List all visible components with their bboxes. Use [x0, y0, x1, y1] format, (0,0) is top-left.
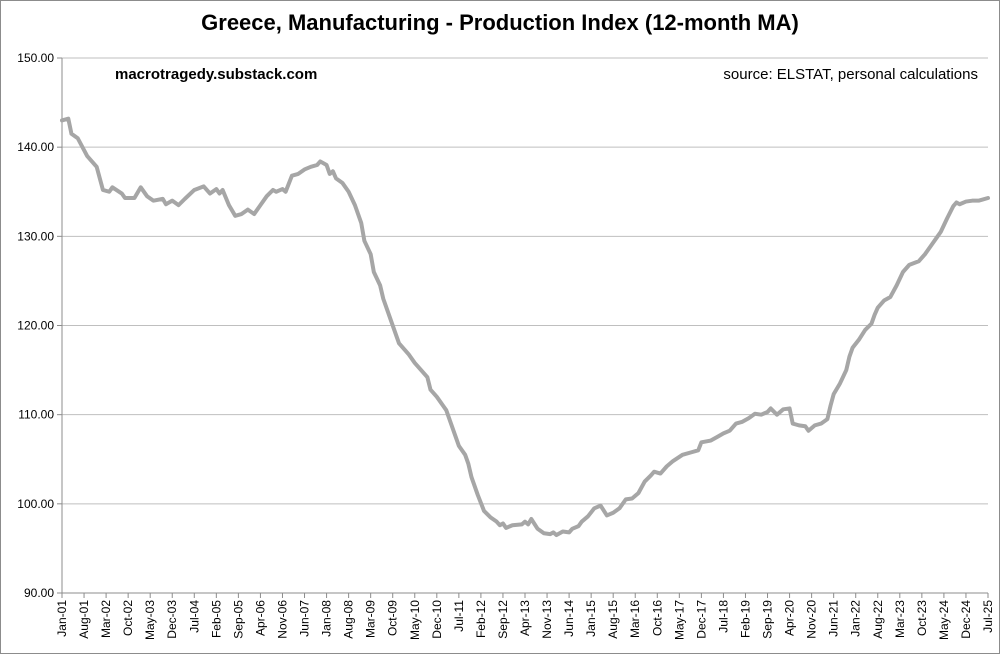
x-tick-label: Mar-16 [628, 600, 642, 638]
x-tick-label: Dec-17 [694, 600, 708, 639]
x-tick-label: Mar-09 [364, 600, 378, 638]
x-axis: Jan-01 Aug-01 Mar-02 Oct-02 May-03 Dec-03 Jul-… [55, 592, 995, 640]
chart-title: Greece, Manufacturing - Production Index… [201, 10, 799, 35]
x-tick-label: Mar-23 [893, 600, 907, 638]
x-tick-label: Nov-06 [275, 600, 289, 639]
x-tick-label: Jan-15 [584, 600, 598, 637]
y-tick-label: 120.00 [17, 319, 54, 333]
x-tick-label: Aug-22 [871, 600, 885, 639]
x-tick-label: Sep-19 [761, 600, 775, 639]
x-tick-label: Jun-21 [827, 600, 841, 637]
y-tick-label: 150.00 [17, 51, 54, 65]
y-tick-label: 140.00 [17, 140, 54, 154]
watermark-label: macrotragedy.substack.com [115, 66, 318, 83]
x-tick-label: Jan-08 [320, 600, 334, 637]
x-tick-label: Mar-02 [99, 600, 113, 638]
x-tick-label: Jun-14 [562, 600, 576, 637]
x-tick-label: Oct-09 [386, 600, 400, 636]
y-tick-label: 110.00 [18, 408, 54, 422]
x-tick-label: Feb-12 [474, 600, 488, 638]
x-tick-label: Dec-24 [959, 600, 973, 639]
x-tick-label: May-17 [672, 600, 686, 640]
x-tick-label: Jul-18 [716, 600, 730, 633]
gridlines [62, 57, 988, 505]
x-tick-label: Apr-13 [518, 600, 532, 636]
x-tick-label: Jan-01 [55, 600, 69, 637]
x-tick-label: Nov-20 [805, 600, 819, 639]
x-tick-label: Jun-07 [298, 600, 312, 637]
x-tick-label: Sep-12 [496, 600, 510, 639]
y-axis: 90.00 100.00 110.00 120.00 130.00 140.00 150.0… [17, 51, 63, 600]
y-tick-label: 130.00 [17, 229, 54, 243]
x-tick-label: Jul-25 [981, 600, 995, 633]
series-line [60, 116, 990, 538]
x-tick-label: May-24 [937, 600, 951, 640]
x-tick-label: Sep-05 [231, 600, 245, 639]
x-tick-label: Jan-22 [849, 600, 863, 637]
x-tick-label: Apr-06 [253, 600, 267, 636]
x-tick-label: Jul-04 [187, 600, 201, 633]
x-tick-label: Dec-10 [430, 600, 444, 639]
x-tick-label: Nov-13 [540, 600, 554, 639]
x-tick-label: Feb-05 [209, 600, 223, 638]
x-tick-label: Apr-20 [783, 600, 797, 636]
series-lines [60, 116, 990, 538]
x-tick-label: Dec-03 [165, 600, 179, 639]
x-tick-label: May-03 [143, 600, 157, 640]
x-tick-label: Oct-23 [915, 600, 929, 636]
x-tick-label: Aug-01 [77, 600, 91, 639]
x-tick-label: Oct-16 [650, 600, 664, 636]
y-tick-label: 100.00 [17, 497, 54, 511]
x-tick-label: Aug-08 [342, 600, 356, 639]
x-tick-label: Feb-19 [738, 600, 752, 638]
x-tick-label: Aug-15 [606, 600, 620, 639]
y-tick-label: 90.00 [24, 586, 54, 600]
x-tick-label: May-10 [408, 600, 422, 640]
x-tick-label: Oct-02 [121, 600, 135, 636]
source-label: source: ELSTAT, personal calculations [723, 66, 978, 83]
x-tick-label: Jul-11 [452, 600, 466, 632]
